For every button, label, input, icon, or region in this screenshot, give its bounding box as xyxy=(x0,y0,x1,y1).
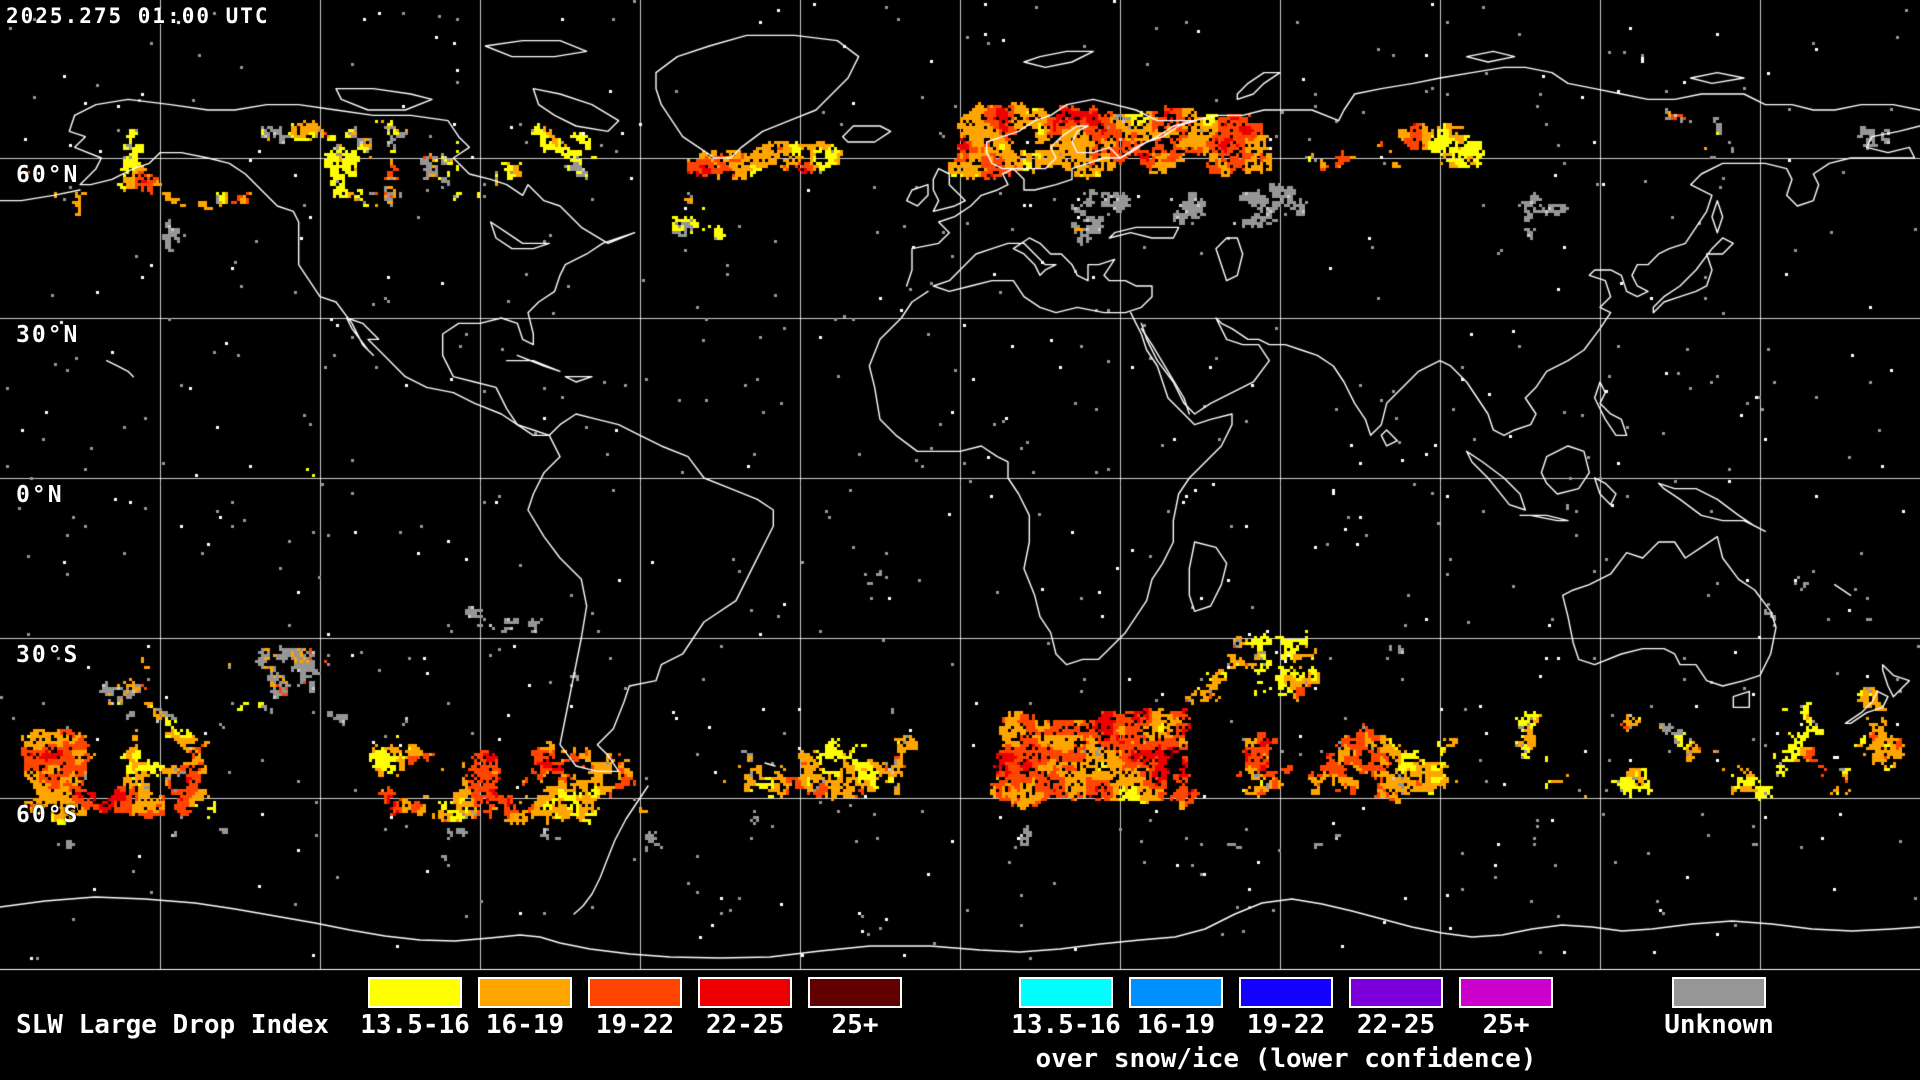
legend-swatch-snow-5 xyxy=(1459,977,1553,1008)
legend-bin-label: 19-22 xyxy=(595,1010,675,1040)
legend-bin-label: 19-22 xyxy=(1246,1010,1326,1040)
legend-title: SLW Large Drop Index xyxy=(16,1010,330,1040)
lat-label-30s: 30°S xyxy=(16,642,80,668)
timestamp: 2025.275 01:00 UTC xyxy=(6,4,270,28)
legend-swatch-warm-2 xyxy=(478,977,572,1008)
legend-swatch-snow-1 xyxy=(1019,977,1113,1008)
legend-bin-label: 22-25 xyxy=(1356,1010,1436,1040)
legend-snow-caption: over snow/ice (lower confidence) xyxy=(1035,1044,1537,1074)
legend-bin-label: 16-19 xyxy=(1136,1010,1216,1040)
lat-label-60s: 60°S xyxy=(16,802,80,828)
legend-unknown-label: Unknown xyxy=(1664,1010,1774,1040)
legend-bin-label: 22-25 xyxy=(705,1010,785,1040)
lat-label-60n: 60°N xyxy=(16,162,80,188)
legend-swatch-snow-4 xyxy=(1349,977,1443,1008)
legend-swatch-warm-3 xyxy=(588,977,682,1008)
legend-swatch-snow-2 xyxy=(1129,977,1223,1008)
legend-swatch-warm-5 xyxy=(808,977,902,1008)
lat-label-30n: 30°N xyxy=(16,322,80,348)
legend-swatch-unknown xyxy=(1672,977,1766,1008)
legend-bin-label: 25+ xyxy=(831,1010,879,1040)
legend-bin-label: 13.5-16 xyxy=(360,1010,470,1040)
legend-bin-label: 13.5-16 xyxy=(1011,1010,1121,1040)
legend-bin-label: 25+ xyxy=(1482,1010,1530,1040)
legend-bin-label: 16-19 xyxy=(485,1010,565,1040)
legend-swatch-warm-1 xyxy=(368,977,462,1008)
world-map-canvas xyxy=(0,0,1920,972)
legend-swatch-warm-4 xyxy=(698,977,792,1008)
lat-label-0n: 0°N xyxy=(16,482,64,508)
legend-swatch-snow-3 xyxy=(1239,977,1333,1008)
